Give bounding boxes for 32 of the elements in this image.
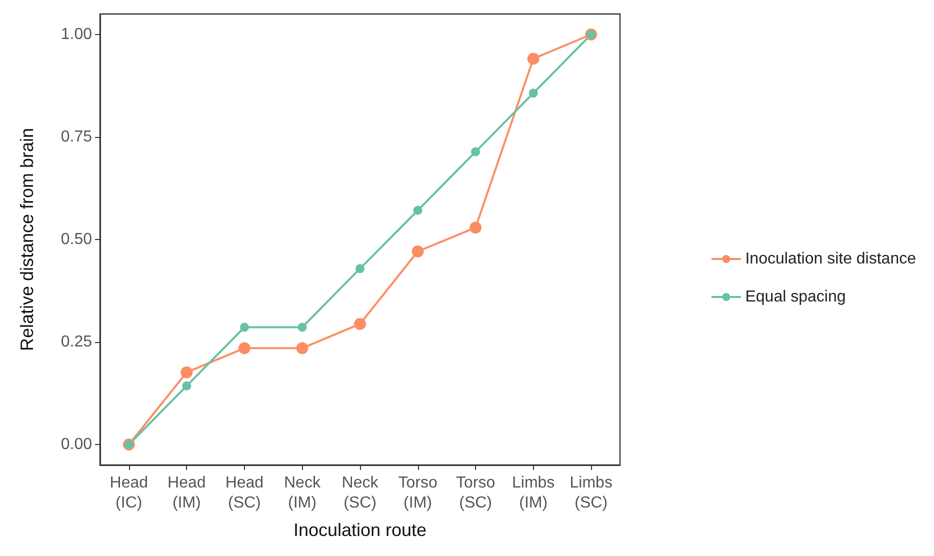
point [356,264,364,274]
legend-label: Inoculation site distance [745,250,916,268]
point [413,206,422,215]
x-tick-label: Neck (IM) [284,474,322,512]
x-tick-label: Head (IC) [110,474,148,512]
point [180,366,193,378]
x-tick-label: Torso (SC) [456,474,496,512]
point [471,147,480,156]
point [182,381,192,390]
x-axis-title: Inoculation route [293,520,427,540]
x-tick-label: Neck (SC) [342,474,380,512]
point [412,245,424,258]
point [528,88,538,98]
legend-label: Equal spacing [745,288,846,306]
y-tick-label: 0.50 [60,231,92,248]
y-tick-label: 0.00 [60,436,92,453]
x-tick-label: Head (IM) [168,474,206,512]
point [240,322,249,332]
point [298,322,307,332]
point [238,342,250,354]
x-tick-label: Head (SC) [225,474,264,512]
point [296,342,308,354]
point [354,318,366,330]
x-tick-label: Limbs (SC) [570,474,612,512]
point [527,52,540,65]
y-tick-label: 1.00 [60,26,92,43]
x-tick-label: Torso (IM) [398,474,438,512]
y-tick-label: 0.75 [60,128,92,146]
y-tick-label: 0.25 [60,334,92,350]
y-axis-title: Relative distance from brain [17,128,37,352]
x-tick-label: Limbs (IM) [512,474,555,512]
point [470,222,482,234]
